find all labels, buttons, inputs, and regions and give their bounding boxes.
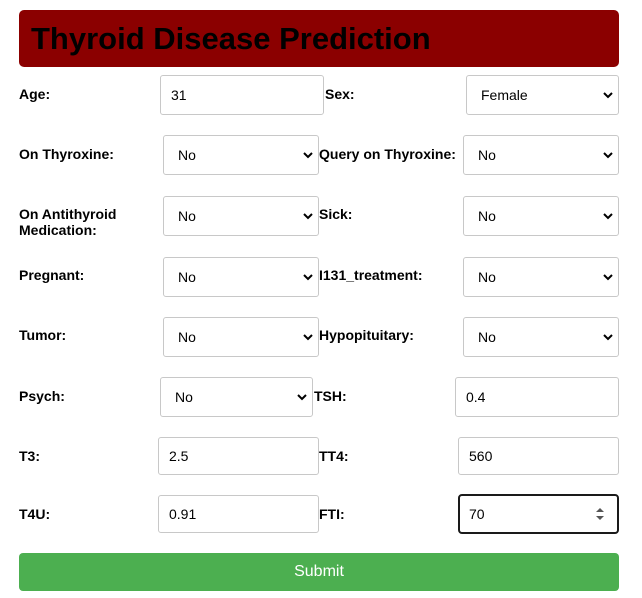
on-thyroxine-select[interactable]: No <box>163 135 319 175</box>
hypopituitary-label: Hypopituitary: <box>319 327 414 343</box>
psych-select[interactable]: No <box>160 377 313 417</box>
pregnant-label: Pregnant: <box>19 267 85 283</box>
chevron-down-icon <box>603 213 613 220</box>
query-on-thyroxine-label: Query on Thyroxine: <box>319 146 456 162</box>
sex-select[interactable]: Female <box>466 75 619 115</box>
age-input[interactable]: 31 <box>160 75 324 115</box>
on-antithyroid-medication-select-value: No <box>178 208 196 224</box>
t3-input-value: 2.5 <box>169 448 189 464</box>
chevron-down-icon <box>303 274 313 281</box>
tsh-input[interactable]: 0.4 <box>455 377 619 417</box>
on-antithyroid-medication-label: On Antithyroid Medication: <box>19 206 116 238</box>
age-input-value: 31 <box>171 87 187 103</box>
tumor-label: Tumor: <box>19 327 67 343</box>
i131-treatment-label: I131_treatment: <box>319 267 423 283</box>
chevron-down-icon <box>603 92 613 99</box>
t4u-input-value: 0.91 <box>169 506 197 522</box>
tsh-label: TSH: <box>314 388 347 404</box>
hypopituitary-select[interactable]: No <box>463 317 619 357</box>
t3-input[interactable]: 2.5 <box>158 437 319 475</box>
fti-input-value: 70 <box>469 506 485 522</box>
sick-select-value: No <box>478 208 496 224</box>
chevron-down-icon <box>303 334 313 341</box>
tsh-input-value: 0.4 <box>466 389 486 405</box>
t4u-label: T4U: <box>19 506 51 522</box>
number-spinner-icon[interactable] <box>595 506 605 522</box>
sex-select-value: Female <box>481 87 528 103</box>
on-antithyroid-label-line1: On Antithyroid <box>19 206 117 222</box>
chevron-down-icon <box>303 213 313 220</box>
chevron-down-icon <box>603 152 613 159</box>
psych-label: Psych: <box>19 388 65 404</box>
on-antithyroid-medication-select[interactable]: No <box>163 196 319 236</box>
age-label: Age: <box>19 86 51 102</box>
page-title: Thyroid Disease Prediction <box>31 21 431 56</box>
chevron-down-icon <box>297 394 307 401</box>
pregnant-select-value: No <box>178 269 196 285</box>
tt4-label: TT4: <box>319 448 349 464</box>
chevron-down-icon <box>603 274 613 281</box>
t3-label: T3: <box>19 448 40 464</box>
fti-label: FTI: <box>319 506 345 522</box>
on-thyroxine-label: On Thyroxine: <box>19 146 114 162</box>
submit-button[interactable]: Submit <box>19 553 619 591</box>
query-on-thyroxine-select-value: No <box>478 147 496 163</box>
i131-treatment-select[interactable]: No <box>463 257 619 297</box>
chevron-down-icon <box>303 152 313 159</box>
on-antithyroid-label-line2: Medication: <box>19 222 97 238</box>
fti-input[interactable]: 70 <box>458 494 619 534</box>
query-on-thyroxine-select[interactable]: No <box>463 135 619 175</box>
sex-label: Sex: <box>325 86 355 102</box>
psych-select-value: No <box>175 389 193 405</box>
chevron-down-icon <box>603 334 613 341</box>
pregnant-select[interactable]: No <box>163 257 319 297</box>
hypopituitary-select-value: No <box>478 329 496 345</box>
t4u-input[interactable]: 0.91 <box>158 495 319 533</box>
page-header: Thyroid Disease Prediction <box>19 10 619 67</box>
sick-select[interactable]: No <box>463 196 619 236</box>
tt4-input-value: 560 <box>469 448 493 464</box>
tumor-select[interactable]: No <box>163 317 319 357</box>
i131-treatment-select-value: No <box>478 269 496 285</box>
sick-label: Sick: <box>319 206 353 222</box>
tt4-input[interactable]: 560 <box>458 437 619 475</box>
tumor-select-value: No <box>178 329 196 345</box>
on-thyroxine-select-value: No <box>178 147 196 163</box>
